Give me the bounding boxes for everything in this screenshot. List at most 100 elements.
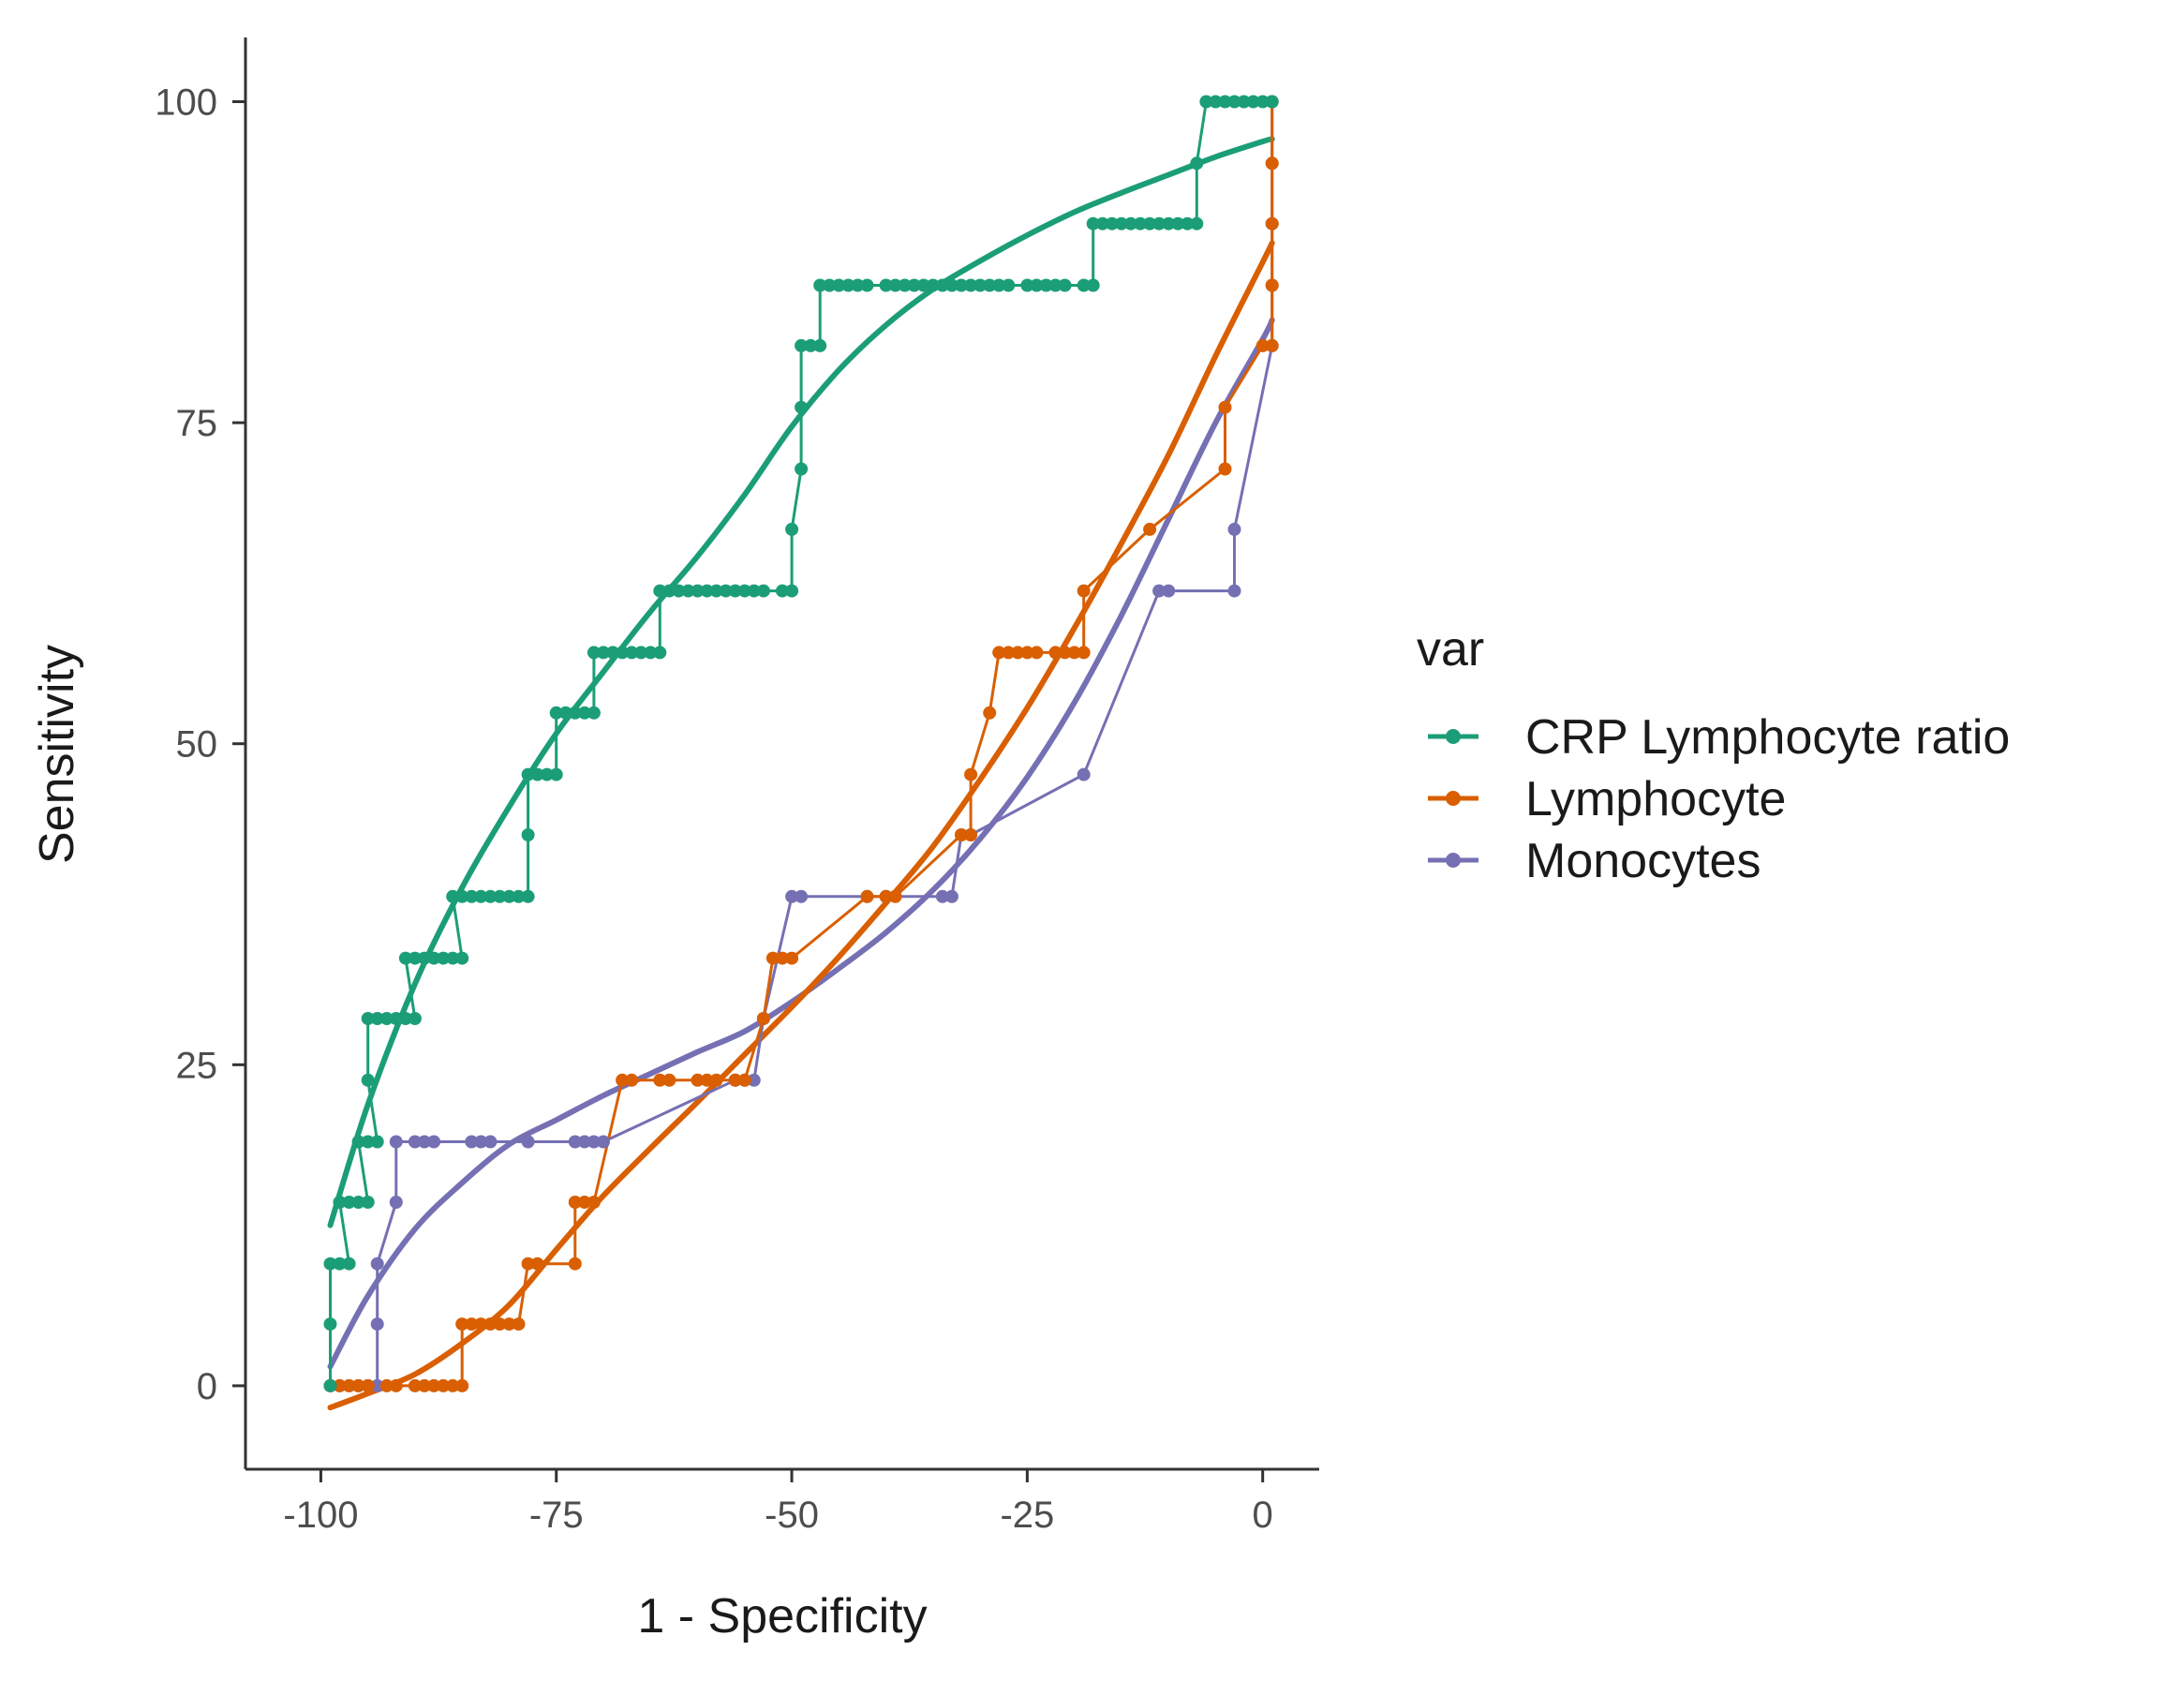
crp-lymphocyte-ratio-point [832,278,846,292]
monocytes-point [389,1135,403,1149]
crp-lymphocyte-ratio-point [370,1012,384,1025]
plot-area [323,95,1279,1411]
y-axis-title: Sensitivity [30,645,84,864]
crp-lymphocyte-ratio-point [823,278,837,292]
lymphocyte-point [342,1378,356,1392]
crp-lymphocyte-ratio-point [540,767,554,781]
lymphocyte-point [427,1378,441,1392]
crp-lymphocyte-ratio-point [1237,95,1251,109]
legend-title: var [1417,622,1484,677]
crp-lymphocyte-ratio-point [597,646,610,660]
lymphocyte-point [737,1073,751,1087]
crp-lymphocyte-ratio-point [361,1073,375,1087]
y-tick-label: 100 [155,82,217,124]
lymphocyte-point [568,1257,582,1271]
lymphocyte-point [437,1378,451,1392]
step-line-layer [329,100,1274,1388]
lymphocyte-point [662,1073,676,1087]
lymphocyte-point [700,1073,714,1087]
lymphocyte-point [765,951,780,965]
crp-lymphocyte-ratio-point [992,278,1006,292]
crp-lymphocyte-ratio-point [427,951,441,965]
monocytes-step-line [330,101,1274,1388]
crp-lymphocyte-ratio-point [1143,216,1157,231]
monocytes-point [389,1196,403,1209]
lymphocyte-point [1077,584,1091,598]
lymphocyte-point [389,1378,403,1392]
lymphocyte-point [418,1378,431,1392]
crp-lymphocyte-ratio-point [795,400,809,414]
lymphocyte-point [446,1378,460,1392]
crp-lymphocyte-ratio-point [606,646,620,660]
crp-lymphocyte-ratio-point [955,278,968,292]
lymphocyte-point [691,1073,705,1087]
crp-lymphocyte-ratio-point [756,584,770,598]
legend-item-lymphocyte: Lymphocyte [1428,772,1786,826]
monocytes-point [1162,584,1176,598]
crp-lymphocyte-ratio-point [408,951,422,965]
crp-lymphocyte-ratio-point [1105,216,1119,231]
crp-lymphocyte-ratio-point [521,767,535,781]
crp-lymphocyte-ratio-point [437,951,451,965]
crp-lymphocyte-ratio-point [455,951,469,965]
crp-lymphocyte-ratio-point [351,1135,365,1149]
monocytes-point [370,1257,384,1271]
crp-lymphocyte-ratio-smoothed-curve [327,136,1275,1228]
lymphocyte-point [955,828,968,841]
crp-lymphocyte-ratio-point [935,278,949,292]
crp-lymphocyte-ratio-point [408,1012,422,1025]
crp-lymphocyte-ratio-point [653,646,667,660]
monocytes-point [370,1378,384,1392]
crp-lymphocyte-ratio-point [333,1257,347,1271]
crp-lymphocyte-ratio-point [512,889,526,903]
crp-lymphocyte-ratio-point [1058,278,1072,292]
lymphocyte-point [577,1196,591,1209]
monocytes-point [370,1317,384,1331]
crp-lymphocyte-ratio-point [709,584,723,598]
crp-lymphocyte-ratio-point [379,1012,394,1025]
crp-lymphocyte-ratio-point [389,1012,403,1025]
lymphocyte-point [1058,646,1072,660]
lymphocyte-point [1218,462,1232,476]
crp-lymphocyte-ratio-point [625,646,639,660]
lymphocyte-point [1255,338,1270,352]
crp-lymphocyte-ratio-point [888,278,902,292]
lymphocyte-point [1265,338,1279,352]
crp-lymphocyte-ratio-point [785,584,799,598]
crp-lymphocyte-ratio-point [616,646,630,660]
data-point-layer [323,95,1279,1392]
crp-lymphocyte-ratio-point [502,889,516,903]
crp-lymphocyte-ratio-point [1265,95,1279,109]
monocytes-point [577,1135,591,1149]
crp-lymphocyte-ratio-point [1227,95,1241,109]
crp-lymphocyte-ratio-point [446,889,460,903]
crp-lymphocyte-ratio-point [634,646,648,660]
crp-lymphocyte-ratio-point [568,706,582,720]
crp-lymphocyte-ratio-point [398,951,412,965]
crp-lymphocyte-ratio-point [323,1257,337,1271]
lymphocyte-point [1048,646,1062,660]
lymphocyte-point [1030,646,1044,660]
lymphocyte-point [351,1378,365,1392]
crp-lymphocyte-ratio-point [747,584,761,598]
crp-lymphocyte-ratio-point [549,767,563,781]
crp-lymphocyte-ratio-point [1002,278,1016,292]
lymphocyte-point [1265,278,1279,292]
crp-lymphocyte-ratio-point [785,522,799,536]
y-tick-label: 0 [197,1366,217,1407]
crp-lymphocyte-ratio-point [323,1378,337,1392]
crp-lymphocyte-ratio-point [1030,278,1044,292]
crp-lymphocyte-ratio-point [653,584,667,598]
monocytes-point [935,889,949,903]
legend-key-dot [1446,853,1461,868]
monocytes-point [785,889,799,903]
crp-lymphocyte-ratio-point [465,889,479,903]
monocytes-point [1227,584,1241,598]
legend-key-dot [1446,791,1461,806]
crp-lymphocyte-ratio-point [907,278,921,292]
crp-lymphocyte-ratio-point [879,278,893,292]
crp-lymphocyte-ratio-point [549,706,563,720]
crp-lymphocyte-ratio-point [493,889,507,903]
crp-lymphocyte-ratio-point [1209,95,1223,109]
crp-lymphocyte-ratio-point [361,1196,375,1209]
